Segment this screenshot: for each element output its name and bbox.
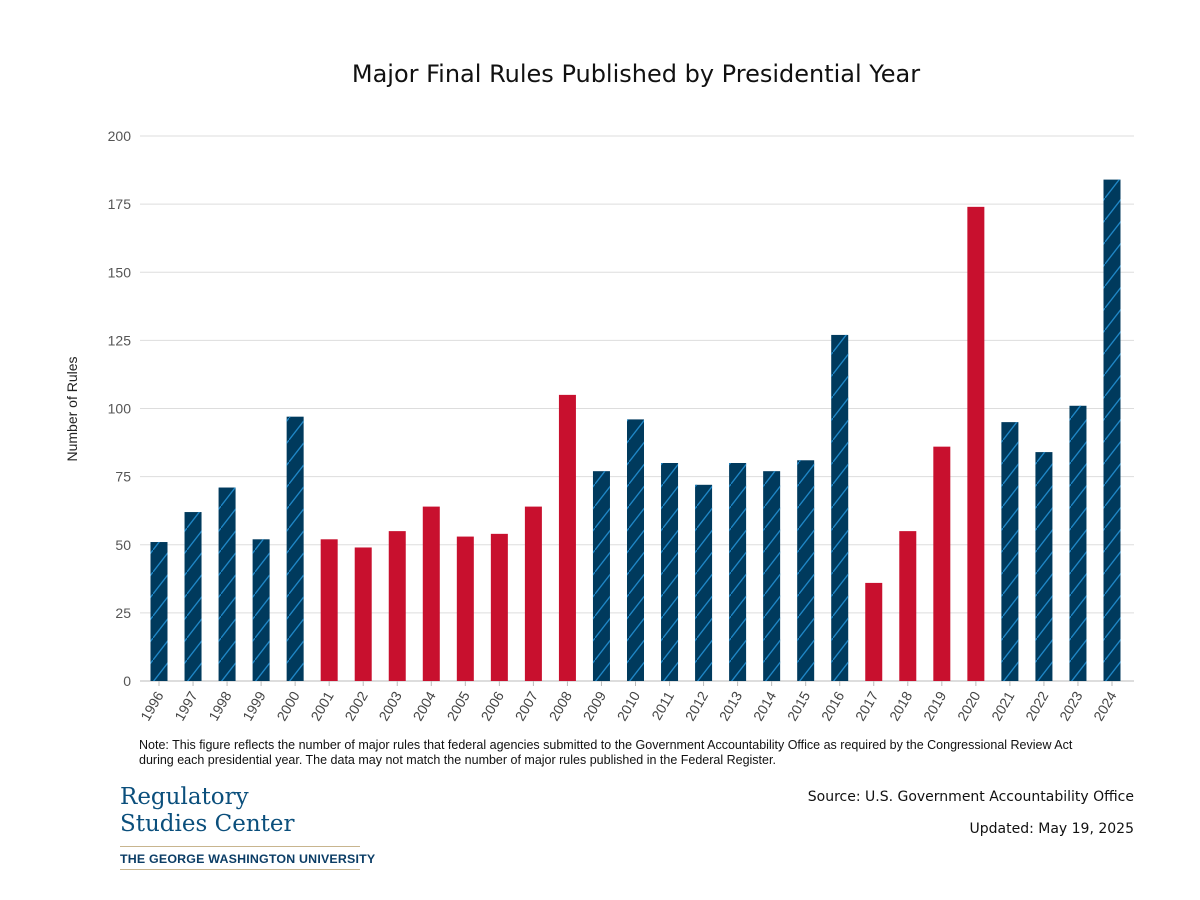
x-tick-label: 2004 [409,688,439,723]
rsc-logo: Regulatory Studies Center THE GEORGE WAS… [120,784,376,870]
x-tick-label: 1998 [205,688,235,723]
bar-2007 [524,506,542,681]
x-tick-label: 1996 [137,688,167,723]
bar-hatch-2016 [831,334,849,681]
x-tick-label: 1999 [239,688,269,723]
bar-2005 [456,536,474,681]
bar-2018 [899,531,917,681]
bar-hatch-2000 [286,416,304,681]
bar-hatch-2010 [627,419,644,681]
bar-hatch-1999 [252,539,270,681]
bar-hatch-2009 [592,471,610,681]
x-tick-label: 2024 [1090,688,1120,723]
x-tick-label: 2009 [580,688,610,723]
y-axis-label: Number of Rules [64,356,80,461]
y-tick-label: 25 [115,605,131,621]
x-tick-label: 2001 [307,688,337,723]
bar-hatch-2012 [695,484,713,681]
x-tick-label: 2012 [682,688,712,723]
y-tick-label: 0 [123,673,131,689]
x-tick-label: 2003 [375,688,405,723]
bar-hatch-2024 [1103,179,1121,681]
bar-hatch-1998 [218,487,236,681]
x-tick-label: 2008 [546,688,576,723]
bar-hatch-2015 [797,460,815,681]
logo-divider [120,846,360,847]
updated-date: Updated: May 19, 2025 [969,821,1135,837]
bar-hatch-2022 [1035,452,1053,681]
bar-2008 [558,394,576,681]
note: Note: This figure reflects the number of… [139,738,1073,767]
logo-university: THE GEORGE WASHINGTON UNIVERSITY [120,852,376,866]
x-tick-label: 2002 [341,688,371,723]
x-tick-label: 2005 [443,688,473,723]
bar-2001 [320,539,338,681]
chart-title: Major Final Rules Published by President… [351,60,921,88]
y-tick-label: 175 [108,196,132,212]
x-tick-label: 2023 [1056,688,1086,723]
bar-hatch-1997 [184,512,202,681]
y-tick-label: 200 [108,128,132,144]
x-tick-label: 2000 [273,688,303,723]
bar-2020 [967,206,985,681]
y-tick-label: 50 [115,537,131,553]
x-tick-label: 2022 [1022,688,1052,723]
bar-hatch-1996 [150,542,168,681]
y-tick-label: 125 [108,332,132,348]
x-tick-label: 2018 [886,688,916,723]
x-tick-label: 2013 [716,688,746,723]
x-tick-label: 2010 [614,688,644,723]
x-tick-label: 2017 [852,688,882,723]
y-tick-label: 150 [108,264,132,280]
x-tick-label: 1997 [171,688,201,723]
bar-hatch-2014 [763,471,781,681]
x-tick-label: 2015 [784,688,814,723]
x-tick-label: 2007 [512,688,542,723]
y-tick-label: 100 [108,401,132,417]
y-tick-label: 75 [115,469,131,485]
logo-divider [120,869,360,870]
bar-2006 [490,533,508,681]
x-tick-label: 2006 [478,688,508,723]
bar-hatch-2021 [1001,422,1019,681]
bar-2004 [422,506,440,681]
x-tick-label: 2011 [648,688,677,722]
bar-2003 [388,531,406,681]
logo-line1: Regulatory [120,784,249,810]
bar-2002 [354,547,372,681]
logo-line2: Studies Center [120,811,295,837]
x-tick-label: 2021 [988,688,1018,723]
x-tick-label: 2019 [920,688,950,723]
source: Source: U.S. Government Accountability O… [807,789,1134,805]
bar-2019 [933,446,951,681]
bar-2017 [865,582,883,681]
x-tick-label: 2014 [750,688,780,723]
bar-hatch-2013 [729,463,747,681]
x-tick-label: 2016 [818,688,848,723]
x-tick-label: 2020 [954,688,984,723]
bar-hatch-2023 [1069,405,1087,681]
bar-hatch-2011 [661,463,679,681]
